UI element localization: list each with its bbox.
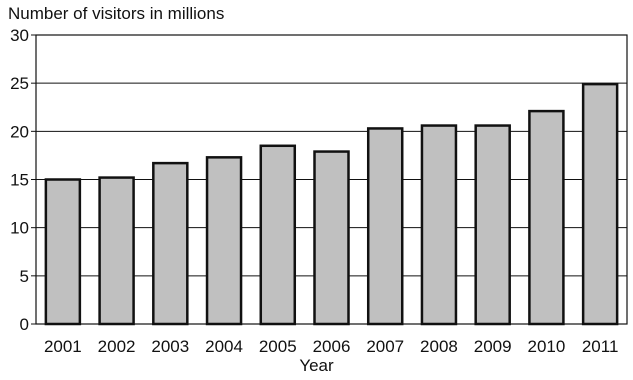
x-tick-label: 2007: [366, 337, 404, 356]
x-tick-label: 2008: [420, 337, 458, 356]
x-axis-title: Year: [299, 356, 334, 375]
bar-2006: [313, 150, 350, 326]
axes: [31, 34, 628, 325]
x-tick-label: 2005: [259, 337, 297, 356]
y-tick-label: 15: [10, 171, 29, 190]
x-tick-label: 2010: [527, 337, 565, 356]
bar-2003: [152, 161, 189, 326]
bar-2010: [528, 109, 565, 326]
x-tick-label: 2001: [44, 337, 82, 356]
bar-2008: [420, 124, 458, 326]
y-tick-labels: 0 5 10 15 20 25 30: [10, 26, 29, 334]
x-tick-labels: 2001 2002 2003 2004 2005 2006 2007 2008 2009 2010…: [44, 337, 618, 356]
y-tick-label: 25: [10, 74, 29, 93]
bar-2005: [259, 144, 297, 326]
y-tick-label: 0: [20, 315, 29, 334]
x-tick-label: 2006: [313, 337, 351, 356]
y-tick-label: 10: [10, 219, 29, 238]
bars: [44, 82, 619, 326]
bar-2009: [474, 124, 511, 326]
x-tick-label: 2002: [98, 337, 136, 356]
plot-frame: [35, 34, 628, 325]
x-tick-label: 2004: [205, 337, 243, 356]
y-tick-label: 20: [10, 122, 29, 141]
bar-2004: [205, 156, 243, 326]
x-tick-label: 2011: [582, 337, 619, 356]
x-tick-label: 2009: [474, 337, 512, 356]
y-tick-label: 5: [20, 267, 29, 286]
bar-2011: [581, 82, 619, 326]
x-tick-label: 2003: [151, 337, 189, 356]
y-axis-title: Number of visitors in millions: [8, 4, 225, 23]
y-tick-label: 30: [10, 26, 29, 45]
bar-2001: [44, 178, 82, 326]
bar-2002: [98, 176, 135, 326]
bar-2007: [366, 127, 404, 326]
